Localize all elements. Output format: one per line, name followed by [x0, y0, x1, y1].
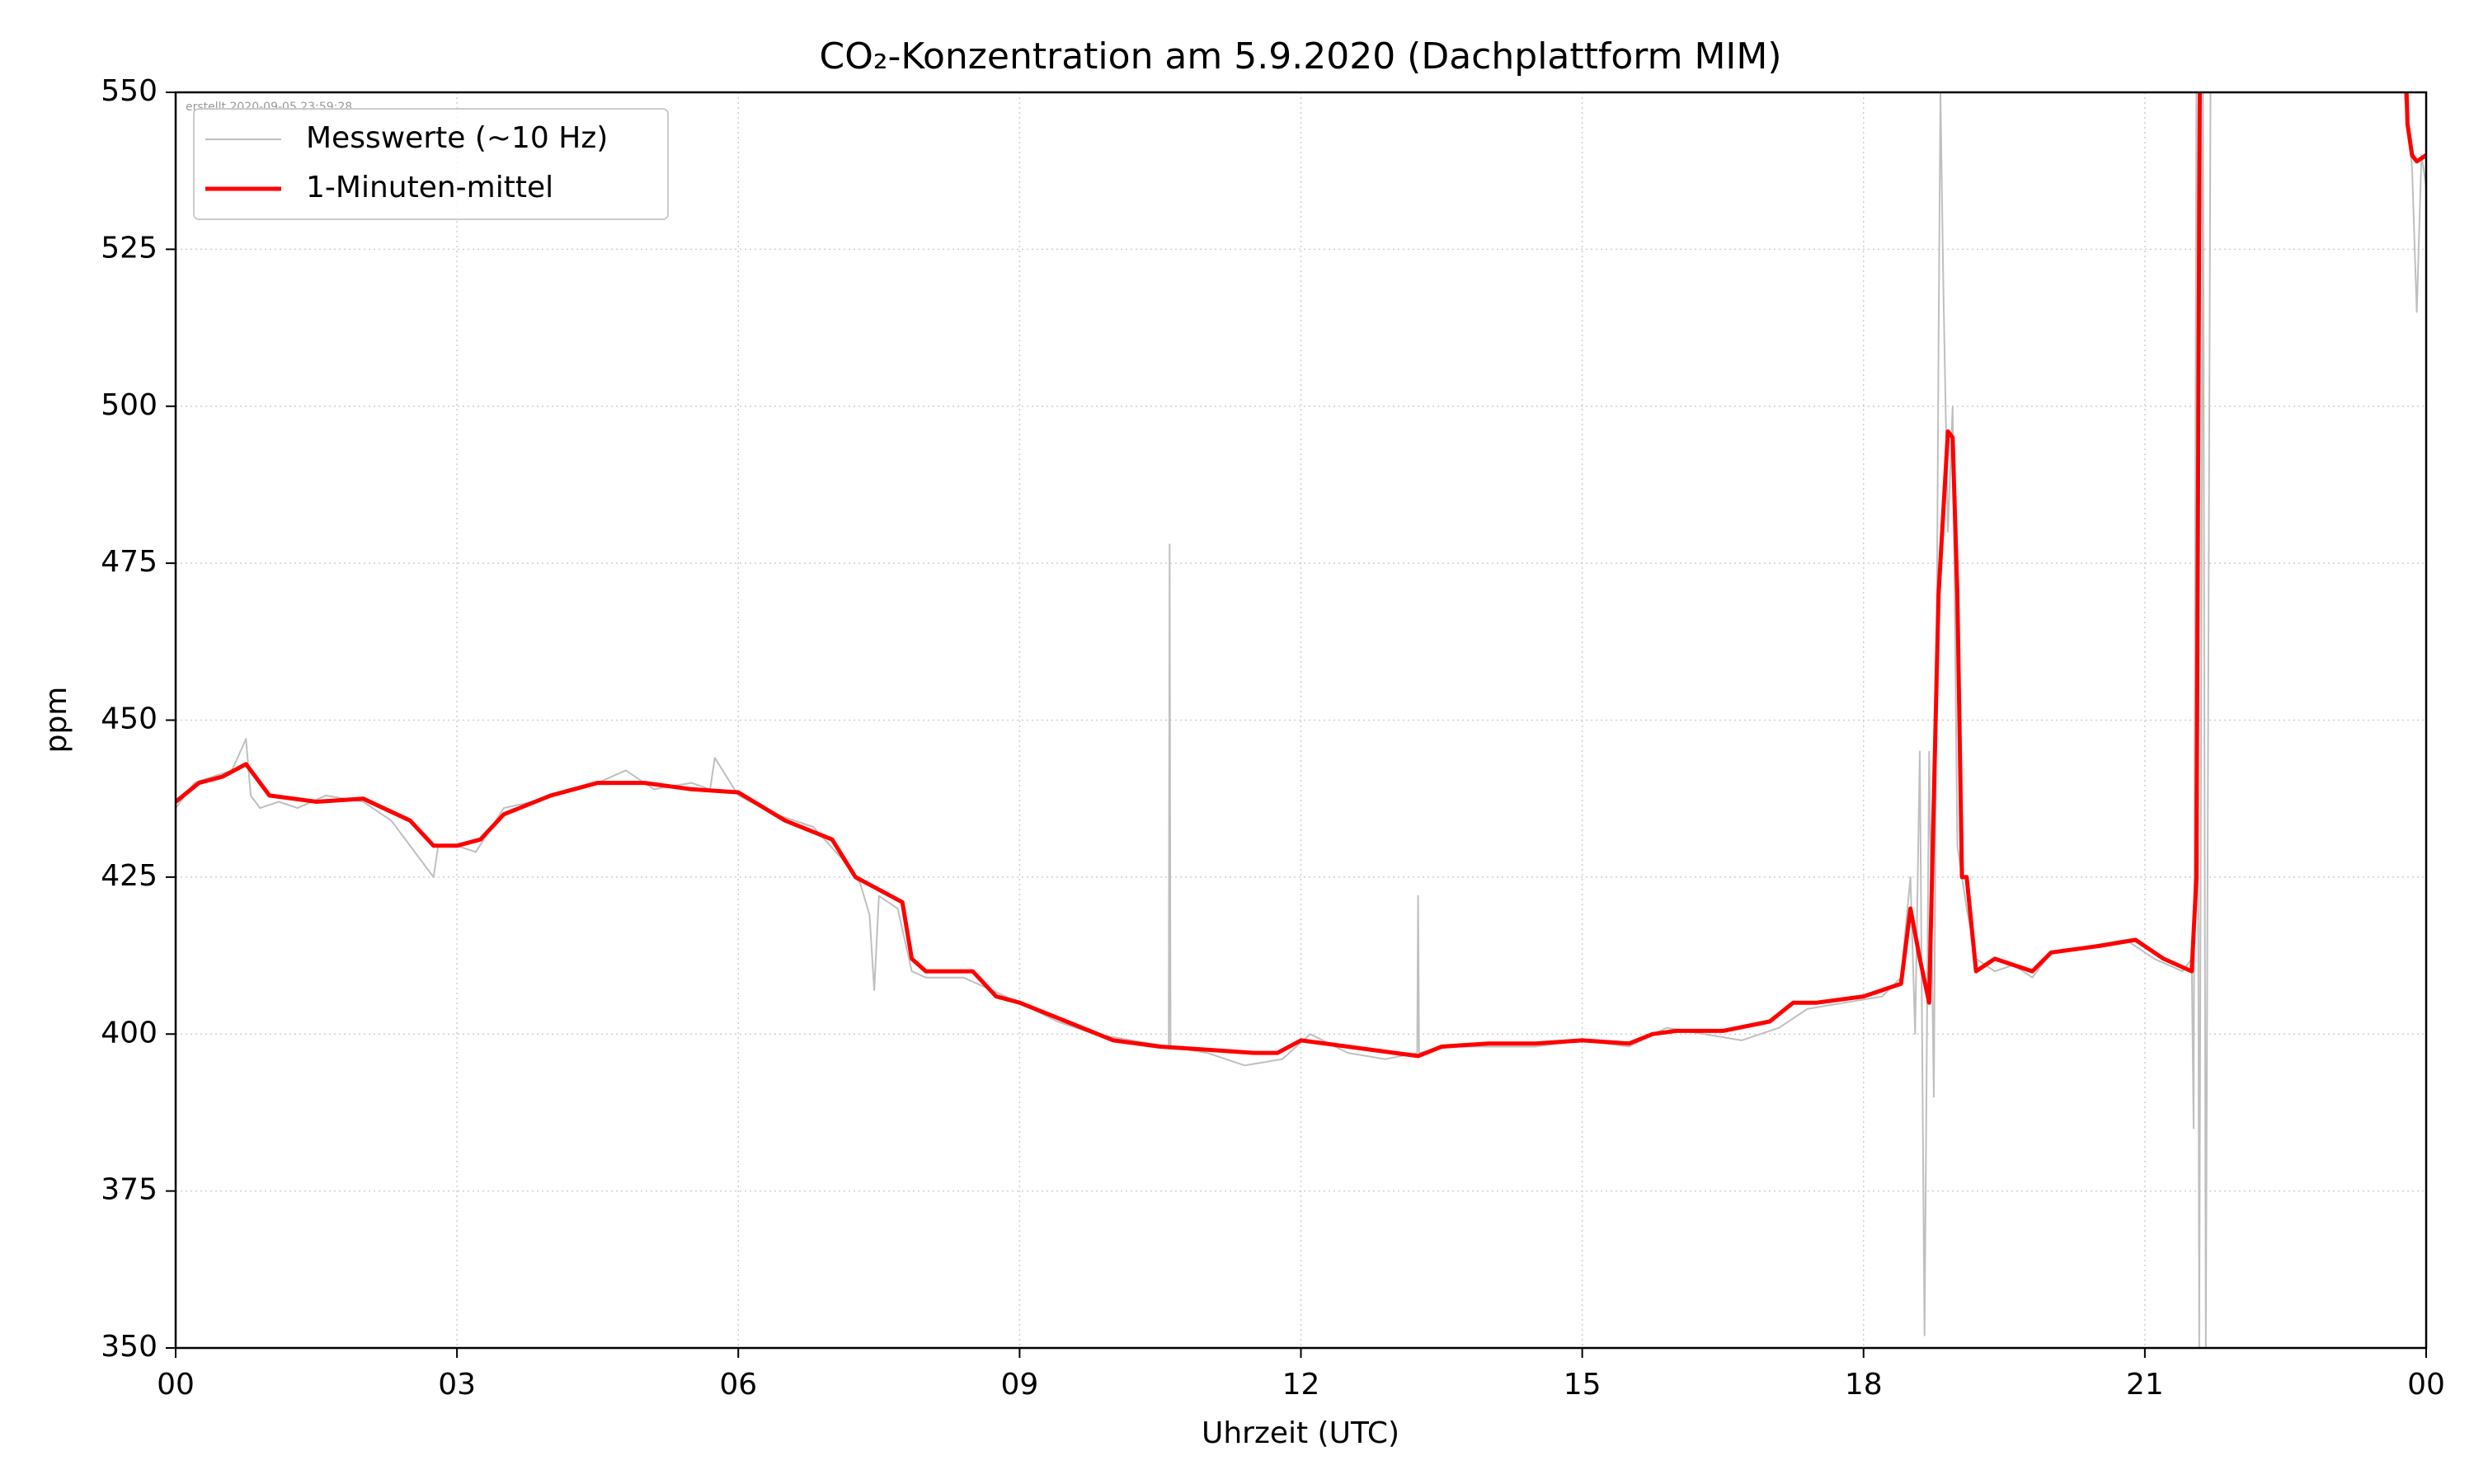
- y-tick-label: 450: [101, 702, 158, 736]
- x-tick-label: 12: [1282, 1368, 1320, 1402]
- plot-area: [176, 92, 2426, 1348]
- chart-title: CO₂-Konzentration am 5.9.2020 (Dachplatt…: [819, 35, 1781, 77]
- x-tick-label: 00: [157, 1368, 195, 1402]
- x-tick-label: 21: [2126, 1368, 2164, 1402]
- y-tick-label: 350: [101, 1330, 158, 1364]
- x-tick-label: 06: [719, 1368, 757, 1402]
- y-tick-label: 500: [101, 388, 158, 422]
- y-axis-label: ppm: [40, 687, 73, 754]
- y-tick-label: 375: [101, 1173, 158, 1207]
- x-tick-label: 18: [1845, 1368, 1883, 1402]
- y-tick-label: 525: [101, 231, 158, 265]
- legend-label: 1-Minuten-mittel: [306, 171, 553, 204]
- y-tick-label: 550: [101, 74, 158, 108]
- ticks: 00 03 06 09 12 15 18 21 00 350 375 400 425 450 475 500 5…: [101, 74, 2445, 1402]
- x-tick-label: 03: [438, 1368, 476, 1402]
- legend-label: Messwerte (~10 Hz): [306, 121, 608, 155]
- x-tick-label: 00: [2407, 1368, 2445, 1402]
- legend: Messwerte (~10 Hz) 1-Minuten-mittel: [193, 108, 669, 220]
- x-axis-label: Uhrzeit (UTC): [1202, 1416, 1399, 1450]
- series-line: [176, 92, 2426, 1059]
- x-tick-label: 09: [1000, 1368, 1038, 1402]
- grid: [175, 92, 2427, 1349]
- y-tick-label: 425: [101, 859, 158, 893]
- legend-box: [193, 108, 669, 220]
- y-tick-label: 400: [101, 1016, 158, 1050]
- y-tick-label: 475: [101, 545, 158, 579]
- x-tick-label: 15: [1564, 1368, 1602, 1402]
